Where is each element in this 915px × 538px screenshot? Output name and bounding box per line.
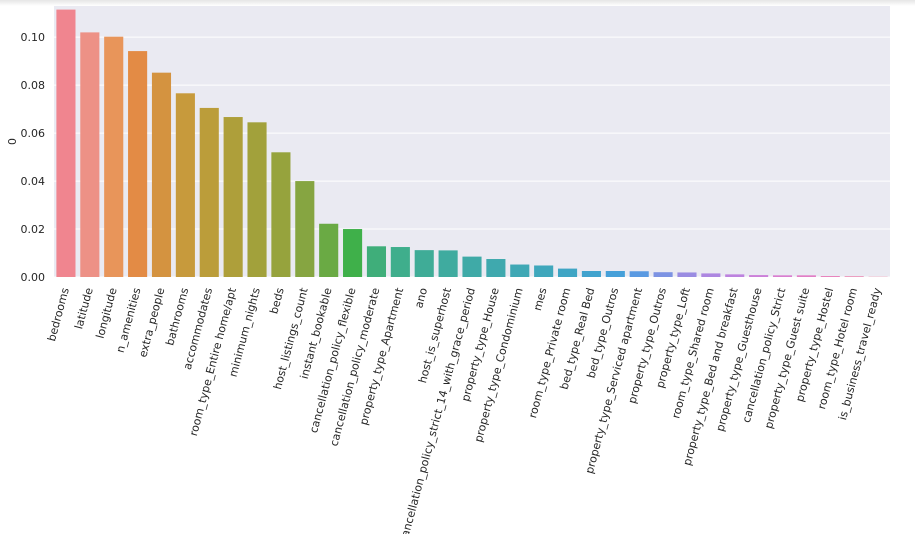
bar — [319, 224, 338, 277]
bar — [558, 269, 577, 277]
bar — [725, 274, 744, 277]
x-tick-label: ano — [412, 286, 430, 309]
bar — [152, 73, 171, 277]
y-tick-label: 0.04 — [21, 175, 46, 188]
bar — [701, 273, 720, 277]
x-tick-label: beds — [267, 286, 286, 315]
bar — [797, 275, 816, 277]
bar — [606, 271, 625, 277]
bar — [630, 271, 649, 277]
bar — [773, 275, 792, 277]
bar — [749, 275, 768, 277]
bar — [391, 247, 410, 277]
bar — [200, 108, 219, 277]
y-axis-ticks: 0.00 0.02 0.04 0.06 0.08 0.10 — [21, 31, 46, 284]
y-tick-label: 0.00 — [21, 271, 46, 284]
x-tick-label: latitude — [72, 286, 96, 330]
bar — [80, 32, 99, 277]
bar — [247, 122, 266, 277]
bar — [367, 246, 386, 277]
x-tick-label: mes — [531, 286, 550, 312]
bar — [295, 181, 314, 277]
bar — [486, 259, 505, 277]
bar — [343, 229, 362, 277]
top-shade — [0, 0, 915, 6]
bar — [271, 152, 290, 277]
bar — [677, 272, 696, 277]
bar — [462, 257, 481, 277]
bar — [224, 117, 243, 277]
y-tick-label: 0.08 — [21, 79, 46, 92]
y-tick-label: 0.02 — [21, 223, 46, 236]
y-axis-label: 0 — [6, 138, 19, 145]
bar — [104, 37, 123, 277]
bar — [56, 10, 75, 277]
bar — [821, 276, 840, 277]
bar — [845, 276, 864, 277]
y-tick-label: 0.06 — [21, 127, 46, 140]
bar — [439, 250, 458, 277]
x-tick-label: longitude — [94, 286, 120, 340]
bar — [128, 51, 147, 277]
bar — [534, 265, 553, 277]
bar — [654, 272, 673, 277]
bar — [415, 250, 434, 277]
bar — [582, 271, 601, 277]
y-tick-label: 0.10 — [21, 31, 46, 44]
bar — [176, 93, 195, 277]
x-tick-label: bedrooms — [45, 286, 72, 343]
x-tick-label: bathrooms — [163, 286, 191, 347]
bar — [510, 265, 529, 277]
